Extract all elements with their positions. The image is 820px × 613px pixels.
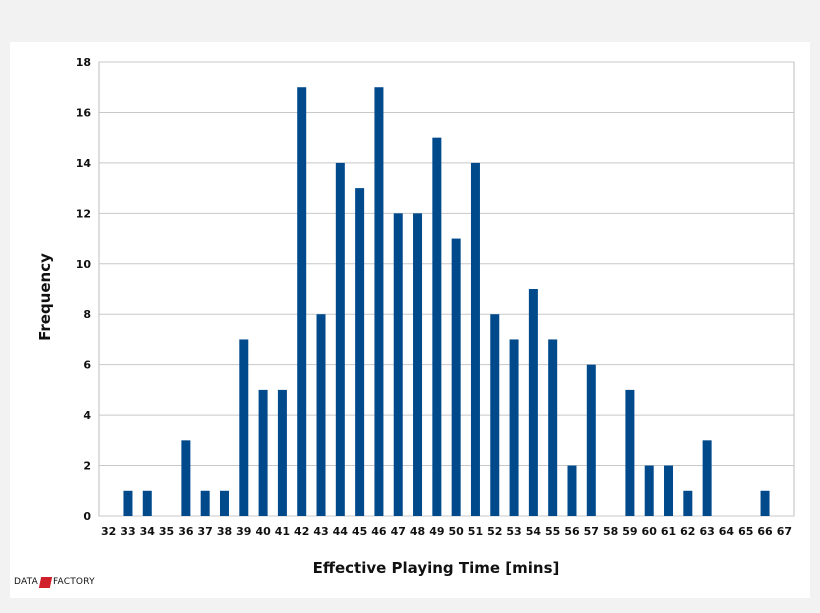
x-tick-label: 47 — [391, 525, 406, 538]
y-tick-label: 10 — [76, 258, 92, 271]
bar — [297, 87, 307, 516]
bar — [200, 490, 210, 516]
x-tick-label: 61 — [661, 525, 676, 538]
x-tick-label: 51 — [468, 525, 483, 538]
bar — [664, 465, 674, 516]
x-tick-label: 40 — [255, 525, 271, 538]
bar — [470, 162, 480, 516]
x-tick-label: 36 — [178, 525, 194, 538]
y-axis-ticks: 0 2 4 6 8 10 12 14 16 18 — [76, 56, 92, 523]
y-tick-label: 12 — [76, 207, 91, 220]
bar — [451, 238, 461, 517]
bar — [181, 440, 191, 516]
x-tick-label: 65 — [738, 525, 753, 538]
x-tick-label: 62 — [680, 525, 695, 538]
x-tick-label: 58 — [603, 525, 618, 538]
x-tick-label: 48 — [410, 525, 425, 538]
y-axis-title: Frequency — [36, 253, 54, 341]
x-tick-label: 63 — [699, 525, 714, 538]
logo-flag-icon — [38, 576, 53, 588]
data-factory-logo: DATA FACTORY — [14, 574, 95, 590]
x-tick-label: 57 — [584, 525, 599, 538]
y-tick-label: 14 — [76, 157, 92, 170]
x-tick-label: 42 — [294, 525, 309, 538]
x-tick-label: 38 — [217, 525, 232, 538]
x-tick-label: 37 — [198, 525, 213, 538]
y-tick-label: 6 — [83, 359, 91, 372]
bar — [528, 289, 538, 516]
x-tick-label: 56 — [564, 525, 580, 538]
x-tick-label: 45 — [352, 525, 367, 538]
x-tick-label: 46 — [371, 525, 387, 538]
x-tick-label: 43 — [313, 525, 328, 538]
logo-text-left: DATA — [14, 577, 38, 587]
bar — [586, 364, 596, 516]
bar — [490, 314, 500, 516]
x-tick-label: 66 — [757, 525, 773, 538]
bar — [683, 490, 693, 516]
y-tick-label: 16 — [76, 106, 92, 119]
x-tick-label: 33 — [120, 525, 135, 538]
y-tick-label: 8 — [83, 308, 91, 321]
x-tick-label: 50 — [448, 525, 464, 538]
bar — [567, 465, 577, 516]
x-tick-label: 41 — [275, 525, 290, 538]
bar — [355, 188, 365, 516]
y-tick-label: 4 — [83, 409, 91, 422]
bar — [393, 213, 403, 517]
x-tick-label: 64 — [719, 525, 735, 538]
x-tick-label: 67 — [777, 525, 792, 538]
x-tick-label: 35 — [159, 525, 174, 538]
bar — [374, 87, 384, 516]
bar — [258, 389, 268, 516]
x-tick-label: 32 — [101, 525, 116, 538]
x-tick-label: 54 — [526, 525, 542, 538]
bar — [625, 389, 635, 516]
x-tick-label: 34 — [140, 525, 156, 538]
bar — [335, 162, 345, 516]
x-tick-label: 53 — [506, 525, 521, 538]
x-tick-label: 59 — [622, 525, 637, 538]
bar — [123, 490, 133, 516]
y-tick-label: 18 — [76, 56, 91, 69]
bar — [142, 490, 152, 516]
logo-text-right: FACTORY — [53, 577, 95, 587]
bar — [760, 490, 770, 516]
chart-card: 0 2 4 6 8 10 12 14 16 18 32 33 34 35 36 37 38 39 40 41 42 43… — [10, 42, 810, 598]
bar — [432, 137, 442, 516]
x-tick-label: 60 — [642, 525, 658, 538]
bar — [316, 314, 326, 516]
x-axis-ticks: 32 33 34 35 36 37 38 39 40 41 42 43 44 45 46 47 48 49 50 51… — [101, 525, 792, 538]
bar — [239, 339, 249, 516]
bar — [413, 213, 423, 517]
bar — [277, 389, 287, 516]
bar — [509, 339, 519, 516]
y-tick-label: 0 — [83, 510, 91, 523]
x-tick-label: 52 — [487, 525, 502, 538]
bar — [702, 440, 712, 516]
bar — [219, 490, 229, 516]
bar — [644, 465, 654, 516]
x-tick-label: 39 — [236, 525, 251, 538]
bars — [123, 87, 770, 517]
x-tick-label: 44 — [333, 525, 349, 538]
y-tick-label: 2 — [83, 460, 91, 473]
x-tick-label: 49 — [429, 525, 444, 538]
plot-border — [98, 61, 795, 517]
bar — [548, 339, 558, 516]
x-tick-label: 55 — [545, 525, 560, 538]
x-axis-title: Effective Playing Time [mins] — [313, 559, 560, 577]
gridlines — [98, 61, 795, 517]
